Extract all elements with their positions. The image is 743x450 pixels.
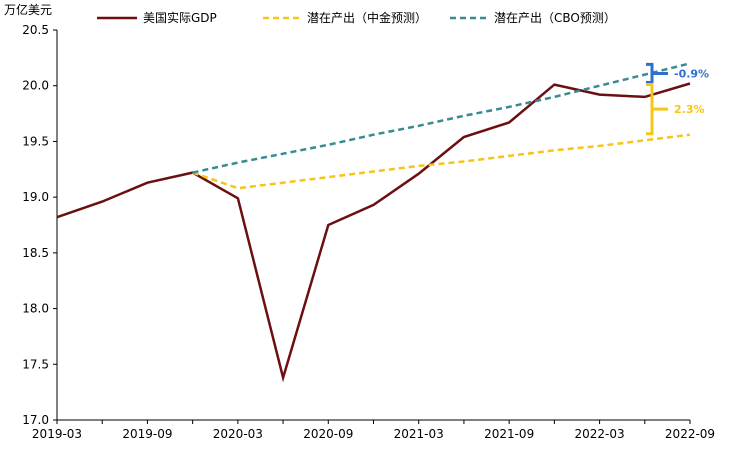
- legend-label-3: 潜在产出（CBO预测）: [494, 11, 616, 25]
- legend-label-1: 美国实际GDP: [143, 10, 217, 25]
- series-line-2: [192, 133, 691, 190]
- series-layer: [56, 62, 691, 383]
- annotations: -0.9% 2.3%: [646, 62, 709, 136]
- annotation-bracket-2: [646, 82, 668, 136]
- x-tick-label: 2022-09: [665, 427, 715, 441]
- annotation-label-1: -0.9%: [674, 67, 709, 80]
- legend-label-2: 潜在产出（中金预测）: [307, 10, 427, 25]
- y-tick-label: 19.0: [22, 190, 49, 204]
- y-tick-label: 20.0: [22, 79, 49, 93]
- legend: 美国实际GDP 潜在产出（中金预测） 潜在产出（CBO预测）: [97, 10, 616, 25]
- y-unit-label: 万亿美元: [4, 2, 52, 17]
- x-tick-label: 2019-03: [32, 427, 82, 441]
- x-tick-label: 2021-03: [394, 427, 444, 441]
- y-tick-label: 19.5: [22, 134, 49, 148]
- series-line-3: [192, 62, 691, 174]
- series-line-1: [56, 82, 691, 383]
- x-tick-label: 2021-09: [484, 427, 534, 441]
- y-tick-label: 20.5: [22, 23, 49, 37]
- y-tick-label: 17.0: [22, 413, 49, 427]
- x-tick-label: 2020-03: [213, 427, 263, 441]
- y-tick-label: 18.0: [22, 302, 49, 316]
- y-tick-label: 17.5: [22, 357, 49, 371]
- axes: 17.0 17.5 18.0 18.5 19.0 19.5 20.0 20.5 2019-03 2…: [22, 23, 715, 441]
- x-tick-label: 2022-03: [575, 427, 625, 441]
- x-tick-label: 2019-09: [122, 427, 172, 441]
- y-tick-label: 18.5: [22, 246, 49, 260]
- x-tick-label: 2020-09: [303, 427, 353, 441]
- annotation-bracket-1: [646, 62, 668, 84]
- annotation-label-2: 2.3%: [674, 103, 705, 116]
